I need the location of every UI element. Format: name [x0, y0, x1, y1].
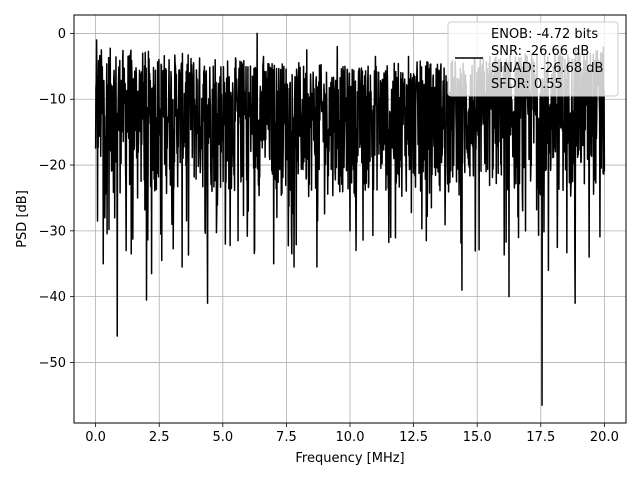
x-tick-label: 10.0 [336, 430, 365, 445]
legend-text-sfdr: SFDR: 0.55 [491, 77, 563, 92]
x-axis-ticks: 0.0 2.5 5.0 7.5 10.0 12.5 15.0 17.5 20.0 [85, 423, 619, 445]
x-tick-label: 5.0 [212, 430, 233, 445]
y-tick-label: −20 [39, 159, 66, 174]
x-tick-label: 0.0 [85, 430, 106, 445]
x-tick-label: 20.0 [590, 430, 619, 445]
x-tick-label: 12.5 [399, 430, 428, 445]
y-tick-label: −50 [39, 356, 66, 371]
legend-box [447, 21, 619, 97]
y-axis-ticks: 0 −10 −20 −30 −40 −50 [39, 27, 74, 371]
psd-line [94, 32, 606, 406]
x-axis-label: Frequency [MHz] [295, 451, 404, 466]
x-tick-label: 17.5 [526, 430, 555, 445]
x-tick-label: 7.5 [276, 430, 297, 445]
x-tick-label: 2.5 [149, 430, 170, 445]
y-tick-label: −30 [39, 224, 66, 239]
legend-text-sinad: SINAD: -26.68 dB [491, 61, 603, 76]
series-psd [94, 32, 606, 406]
y-tick-label: −10 [39, 93, 66, 108]
y-tick-label: −40 [39, 290, 66, 305]
legend: ENOB: -4.72 bits SNR: -26.66 dB SINAD: -… [447, 21, 619, 97]
legend-text-enob: ENOB: -4.72 bits [491, 27, 598, 42]
y-axis-label: PSD [dB] [15, 190, 30, 248]
y-tick-label: 0 [58, 27, 66, 42]
legend-text-snr: SNR: -26.66 dB [491, 44, 589, 59]
x-tick-label: 15.0 [463, 430, 492, 445]
